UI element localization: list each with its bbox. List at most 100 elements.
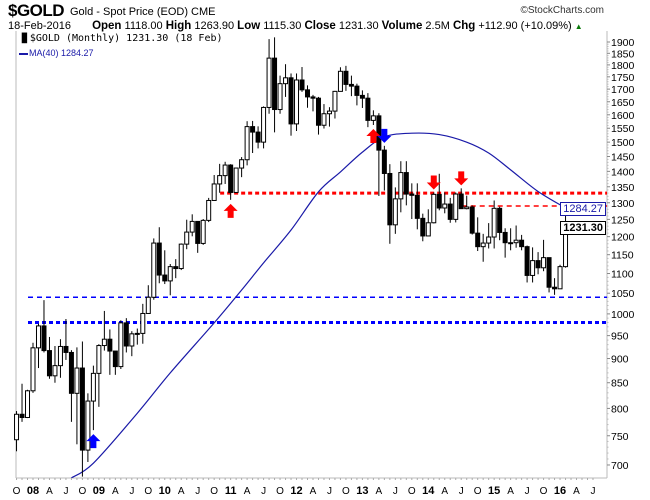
candle-body	[409, 193, 415, 196]
candle-body	[217, 175, 223, 185]
x-tick-label: O	[144, 486, 152, 497]
high-label: High	[165, 20, 192, 32]
candle-body	[403, 172, 409, 195]
candle-body	[266, 57, 272, 108]
candle-body	[425, 222, 431, 237]
candle-body	[211, 183, 217, 201]
candle	[348, 75, 354, 97]
x-tick-label: O	[210, 486, 218, 497]
candle-body	[497, 207, 503, 233]
candle-body	[41, 325, 47, 352]
ma-legend-line-icon	[19, 52, 28, 55]
candle	[46, 336, 52, 379]
candle-body	[46, 350, 52, 377]
x-tick-label: O	[13, 486, 21, 497]
candle	[310, 94, 316, 112]
x-tick-label: O	[474, 486, 482, 497]
x-tick-label: J	[327, 486, 332, 497]
candle-body	[90, 372, 96, 402]
x-tick-label: 13	[356, 485, 368, 497]
y-tick-label: 1100	[611, 269, 634, 281]
candle	[535, 252, 541, 275]
candle	[195, 220, 201, 253]
candle	[140, 303, 146, 344]
candle-body	[326, 110, 332, 115]
candle	[184, 219, 190, 250]
y-tick-label: 750	[611, 431, 629, 443]
candle-body	[255, 131, 261, 143]
candle	[414, 183, 420, 230]
candle	[458, 188, 464, 210]
candle	[359, 90, 365, 108]
candle-body	[541, 257, 547, 269]
candle	[35, 323, 41, 369]
candle	[112, 350, 118, 375]
candle	[68, 350, 74, 422]
candle	[255, 126, 261, 149]
candle-body	[283, 77, 289, 85]
candle	[387, 164, 393, 244]
y-tick-label: 1050	[611, 288, 635, 300]
candle	[491, 200, 497, 249]
candle	[480, 233, 486, 262]
arrow-up-icon	[223, 203, 238, 218]
ma-value-tag: 1284.27	[560, 202, 606, 216]
candle	[370, 110, 376, 125]
x-tick-label: O	[408, 486, 416, 497]
candle	[552, 278, 558, 295]
x-tick-label: 09	[93, 485, 105, 497]
candle	[436, 173, 442, 211]
candle-body	[228, 164, 234, 193]
candle	[156, 227, 162, 284]
candle-body	[68, 351, 74, 394]
candle-body	[310, 96, 316, 99]
candle-body	[436, 193, 442, 209]
candle	[326, 107, 332, 127]
candle	[403, 161, 409, 206]
candle-body	[178, 243, 184, 270]
candle-body	[491, 207, 497, 238]
candle	[233, 167, 239, 194]
candle-body	[222, 164, 228, 177]
x-tick-label: O	[276, 486, 284, 497]
candle	[524, 245, 530, 283]
price-legend-text: $GOLD (Monthly) 1231.30 (18 Feb)	[29, 33, 223, 44]
candle	[530, 247, 536, 283]
copyright: ©StockCharts.com	[520, 5, 604, 16]
candle	[497, 206, 503, 241]
candle-body	[35, 325, 41, 349]
candle	[376, 113, 382, 196]
candle	[392, 187, 398, 234]
candle	[288, 73, 294, 136]
x-tick-label: O	[540, 486, 548, 497]
arrow-down-icon	[454, 171, 469, 186]
candle	[74, 347, 80, 445]
candle-body	[79, 367, 85, 451]
candle	[425, 209, 431, 237]
candle-body	[365, 97, 371, 121]
candle-body	[200, 219, 206, 244]
candle-body	[112, 350, 118, 368]
candle	[206, 197, 212, 223]
candle	[178, 243, 184, 271]
candle	[398, 161, 404, 213]
candle	[420, 213, 426, 242]
quote-summary: 18-Feb-2016 Open 1118.00 High 1263.90 Lo…	[8, 20, 583, 33]
candle-body	[233, 167, 239, 193]
candle	[442, 192, 448, 214]
y-tick-label: 1450	[611, 151, 635, 163]
candle-body	[535, 260, 541, 269]
candle-body	[370, 115, 376, 121]
candle-body	[381, 149, 387, 174]
candle	[118, 320, 124, 370]
candle-body	[189, 220, 195, 233]
x-tick-label: A	[112, 486, 119, 497]
arrow-down-icon	[426, 175, 441, 190]
candle	[25, 389, 31, 419]
x-tick-label: J	[590, 486, 595, 497]
candle	[261, 106, 267, 149]
candle	[244, 121, 250, 166]
arrow-down-icon	[377, 128, 392, 143]
candle	[167, 263, 173, 296]
